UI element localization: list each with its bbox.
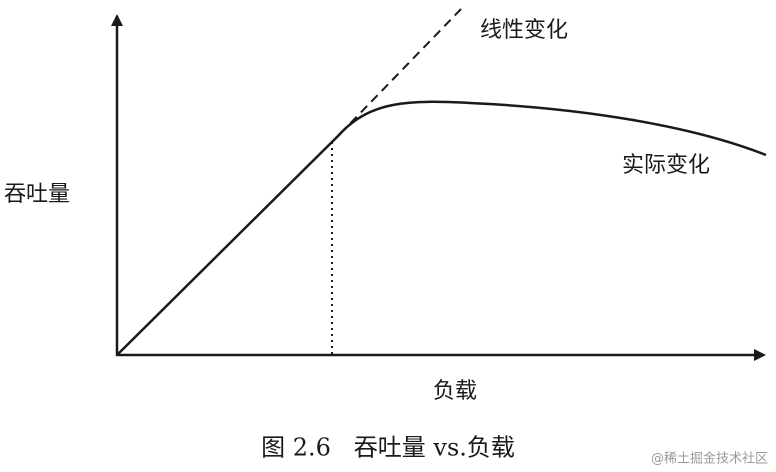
watermark: @稀土掘金技术社区 xyxy=(651,451,768,467)
linear-label: 线性变化 xyxy=(480,18,568,43)
actual-curve xyxy=(116,100,767,356)
y-axis-label: 吞吐量 xyxy=(4,182,70,207)
actual-label: 实际变化 xyxy=(622,153,710,178)
linear-trend xyxy=(339,7,463,135)
caption: 图 2.6 吞吐量 vs.负载 xyxy=(261,434,515,462)
x-axis-label: 负载 xyxy=(433,379,477,404)
